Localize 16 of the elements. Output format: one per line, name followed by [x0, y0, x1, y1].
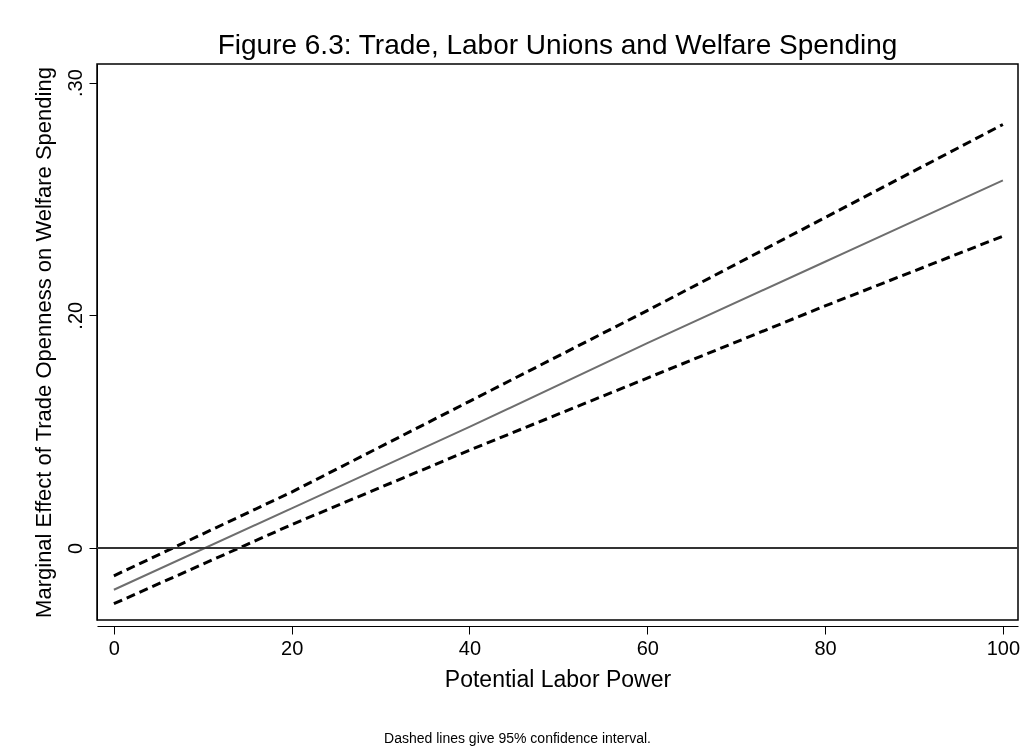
- y-axis-title: Marginal Effect of Trade Openness on Welfare Spending: [30, 67, 56, 618]
- x-tick-label: 80: [814, 636, 837, 659]
- text: Dashed lines give 95% confidence interval.: [384, 730, 651, 746]
- x-tick-label: 40: [458, 636, 482, 659]
- chart-title: Figure 6.3: Trade, Labor Unions and Welfare Spending: [217, 29, 898, 60]
- x-tick-label: 0: [108, 636, 120, 659]
- y-tick-label: .30: [63, 69, 86, 98]
- x-axis-title: Potential Labor Power: [444, 665, 672, 692]
- x-tick-label: 60: [636, 636, 659, 659]
- line-series: [112, 122, 1005, 578]
- x-tick-label: 100: [986, 636, 1021, 659]
- line-series: [112, 234, 1005, 606]
- y-tick-label: .20: [63, 301, 86, 330]
- x-tick-label: 20: [281, 636, 304, 659]
- y-tick-label: 0: [63, 542, 86, 554]
- line-series: [112, 179, 1004, 591]
